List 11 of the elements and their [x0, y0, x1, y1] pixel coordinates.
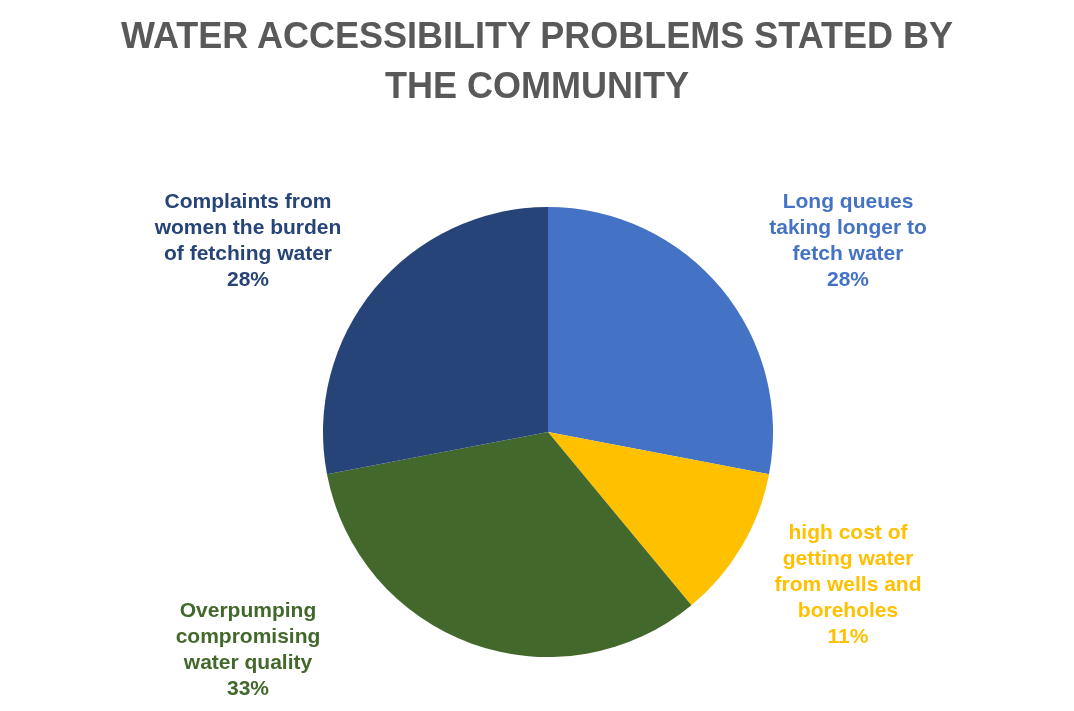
data-label: 11%	[827, 623, 869, 647]
data-label: 28%	[826, 266, 870, 290]
slice-label: Long queues taking longer to fetch water	[769, 188, 927, 264]
slice-label: high cost of getting water from wells and boreholes	[774, 519, 922, 621]
chart-title: WATER ACCESSIBILITY PROBLEMS STATED BY THE COMMUNITY	[120, 15, 954, 106]
pie-slice	[326, 432, 692, 657]
data-label: 28%	[226, 266, 270, 290]
pie-slice	[548, 432, 770, 606]
data-label: 33%	[226, 676, 270, 699]
slice-label: Complaints from women the burden of fetching water	[153, 188, 342, 264]
slice-label: Overpumping compromising water quality	[175, 598, 321, 673]
